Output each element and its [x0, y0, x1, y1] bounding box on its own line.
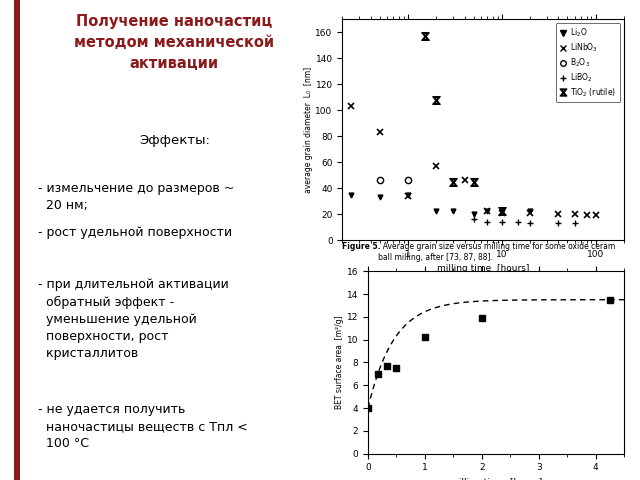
Legend: Li$_2$O, LiNbO$_3$, B$_2$O$_3$, LiBO$_2$, TiO$_2$ (rutile): Li$_2$O, LiNbO$_3$, B$_2$O$_3$, LiBO$_2$… [556, 23, 620, 102]
X-axis label: milling time  [hours]: milling time [hours] [450, 478, 542, 480]
X-axis label: milling time  [hours]: milling time [hours] [437, 264, 529, 273]
Text: - рост удельной поверхности: - рост удельной поверхности [38, 226, 232, 239]
Text: - измельчение до размеров ~
  20 нм;: - измельчение до размеров ~ 20 нм; [38, 182, 234, 212]
Text: - не удается получить
  наночастицы веществ с Тпл <
  100 °C: - не удается получить наночастицы вещест… [38, 403, 248, 450]
Bar [14, 0, 20, 480]
Text: - при длительной активации
  обратный эффект -
  уменьшение удельной
  поверхнос: - при длительной активации обратный эффе… [38, 278, 228, 360]
Text: Получение наночастиц
методом механической
активации: Получение наночастиц методом механическо… [74, 14, 275, 72]
Text: Figure 5.: Figure 5. [342, 242, 381, 252]
Text: Эффекты:: Эффекты: [139, 134, 210, 147]
Y-axis label: average grain diameter  L₀  [nm]: average grain diameter L₀ [nm] [303, 67, 313, 192]
Text: Average grain size versus milling time for some oxide ceram
ball milling, after : Average grain size versus milling time f… [378, 242, 615, 262]
Y-axis label: BET surface area  [m²/g]: BET surface area [m²/g] [335, 315, 344, 409]
